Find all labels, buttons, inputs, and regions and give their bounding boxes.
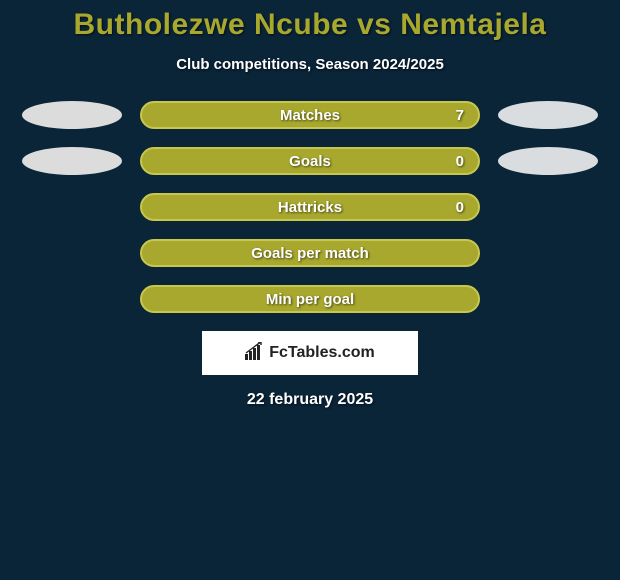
stat-label: Min per goal: [266, 291, 354, 308]
player-right-marker: [498, 147, 598, 175]
infographic-container: Butholezwe Ncube vs Nemtajela Club compe…: [0, 0, 620, 409]
stat-row: Hattricks 0: [0, 193, 620, 221]
player-left-marker: [22, 101, 122, 129]
stat-bar: Matches 7: [140, 101, 480, 129]
stats-rows: Matches 7 Goals 0 Hattricks 0 Goals per match M…: [0, 101, 620, 313]
stat-row: Goals per match: [0, 239, 620, 267]
stat-value: 0: [456, 199, 464, 216]
placeholder: [22, 239, 122, 267]
stat-label: Hattricks: [278, 199, 342, 216]
subtitle: Club competitions, Season 2024/2025: [0, 56, 620, 73]
stat-row: Matches 7: [0, 101, 620, 129]
stat-row: Goals 0: [0, 147, 620, 175]
stat-bar: Goals 0: [140, 147, 480, 175]
placeholder: [498, 239, 598, 267]
chart-icon: [245, 342, 265, 365]
player-left-marker: [22, 147, 122, 175]
stat-label: Matches: [280, 107, 340, 124]
placeholder: [22, 193, 122, 221]
stat-value: 0: [456, 153, 464, 170]
logo-text: FcTables.com: [269, 344, 375, 362]
stat-bar: Goals per match: [140, 239, 480, 267]
page-title: Butholezwe Ncube vs Nemtajela: [0, 8, 620, 42]
logo: FcTables.com: [245, 342, 375, 365]
logo-box: FcTables.com: [202, 331, 418, 375]
stat-label: Goals per match: [251, 245, 369, 262]
placeholder: [22, 285, 122, 313]
stat-bar: Hattricks 0: [140, 193, 480, 221]
player-right-marker: [498, 101, 598, 129]
placeholder: [498, 193, 598, 221]
stat-value: 7: [456, 107, 464, 124]
stat-bar: Min per goal: [140, 285, 480, 313]
date-text: 22 february 2025: [0, 391, 620, 409]
placeholder: [498, 285, 598, 313]
stat-label: Goals: [289, 153, 331, 170]
stat-row: Min per goal: [0, 285, 620, 313]
